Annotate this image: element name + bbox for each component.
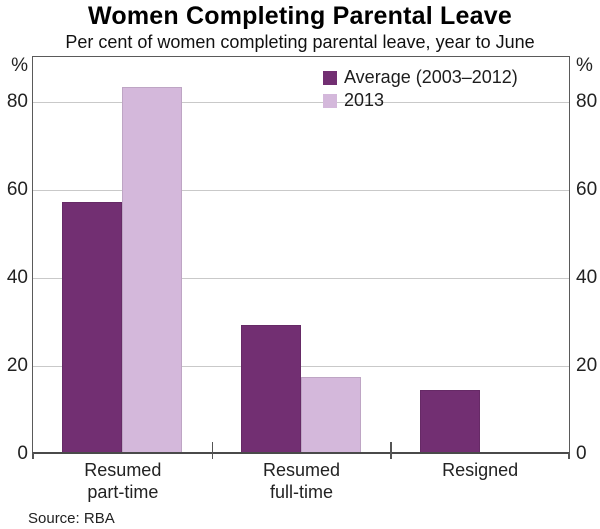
category-label-line: Resigned bbox=[442, 460, 519, 480]
y-tick-label-80-right: 80 bbox=[576, 90, 598, 112]
y-tick-label-80-left: 80 bbox=[6, 90, 28, 112]
x-axis-group-tick-2 bbox=[390, 442, 392, 459]
category-label-line: Resumed bbox=[84, 460, 162, 480]
category-label-resumed-part-time: Resumed part-time bbox=[31, 459, 215, 503]
y-tick-label-20-right: 20 bbox=[576, 354, 598, 376]
y-axis-unit-right: % bbox=[576, 55, 593, 76]
gridline-80 bbox=[33, 101, 569, 103]
chart-subtitle: Per cent of women completing parental le… bbox=[65, 32, 535, 52]
y-axis-labels-left: % 80 60 40 20 0 bbox=[0, 0, 28, 529]
legend-label-average: Average (2003–2012) bbox=[344, 67, 518, 87]
gridline-20 bbox=[33, 365, 569, 367]
category-label-line: part-time bbox=[87, 482, 159, 502]
legend-item-2013: 2013 bbox=[323, 89, 518, 112]
category-label-line: full-time bbox=[269, 482, 333, 502]
y-axis-labels-right: % 80 60 40 20 0 bbox=[576, 0, 600, 529]
right-axis-stub bbox=[568, 453, 570, 459]
chart-title: Women Completing Parental Leave bbox=[88, 2, 512, 30]
legend-swatch-2013-icon bbox=[323, 93, 337, 108]
y-tick-label-0-right: 0 bbox=[576, 442, 587, 464]
y-tick-label-40-left: 40 bbox=[6, 266, 28, 288]
y-tick-label-60-left: 60 bbox=[6, 178, 28, 200]
bar-2013-resumed-part-time bbox=[122, 87, 183, 452]
bar-average-resumed-part-time bbox=[62, 201, 123, 452]
legend: Average (2003–2012) 2013 bbox=[323, 66, 518, 112]
legend-swatch-average-icon bbox=[323, 70, 337, 85]
bar-2013-resumed-full-time bbox=[301, 377, 361, 452]
plot-area: Average (2003–2012) 2013 bbox=[32, 56, 570, 459]
category-label-resumed-full-time: Resumed full-time bbox=[210, 459, 394, 503]
bar-average-resumed-full-time bbox=[241, 324, 301, 452]
source-note: Source: RBA bbox=[28, 510, 115, 527]
gridline-60 bbox=[33, 189, 569, 191]
gridline-40 bbox=[33, 277, 569, 279]
y-tick-label-0-left: 0 bbox=[17, 442, 28, 464]
legend-item-average: Average (2003–2012) bbox=[323, 66, 518, 89]
category-label-line: Resumed bbox=[262, 460, 341, 480]
y-axis-unit-left: % bbox=[11, 55, 28, 76]
x-axis-group-tick-1 bbox=[211, 442, 214, 459]
y-tick-label-20-left: 20 bbox=[6, 354, 28, 376]
left-axis-stub bbox=[32, 453, 34, 459]
legend-label-2013: 2013 bbox=[344, 90, 385, 110]
category-label-resigned: Resigned bbox=[388, 459, 572, 481]
y-tick-label-40-right: 40 bbox=[576, 266, 598, 288]
y-tick-label-60-right: 60 bbox=[576, 178, 598, 200]
bar-average-resigned bbox=[419, 390, 480, 452]
